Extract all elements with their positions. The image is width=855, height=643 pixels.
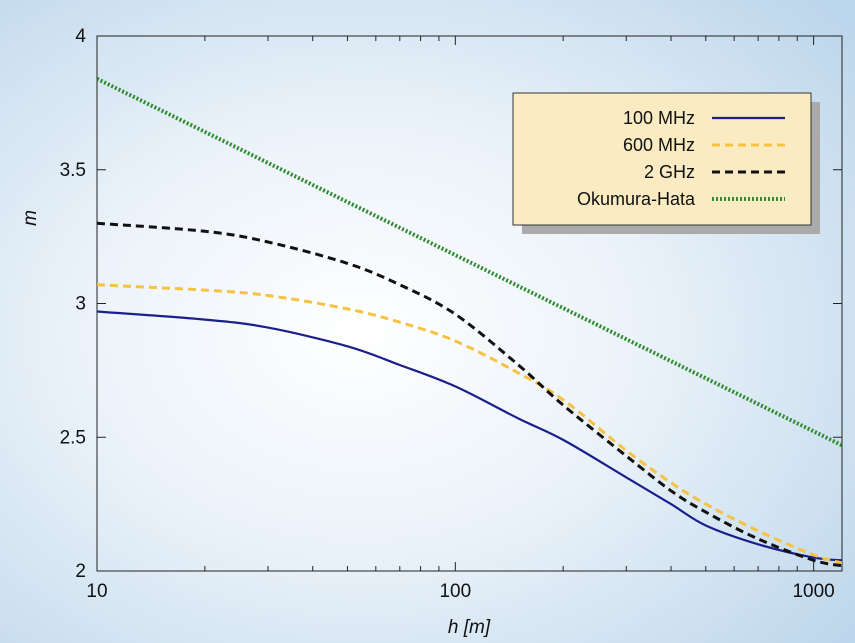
x-axis-label: h [m] xyxy=(448,617,491,638)
series-line-1 xyxy=(97,310,842,562)
legend-label: 2 GHz xyxy=(644,162,695,182)
legend-label: Okumura-Hata xyxy=(577,189,696,209)
y-axis-label: m xyxy=(20,210,41,226)
y-tick-label: 3 xyxy=(75,294,86,315)
legend-label: 100 MHz xyxy=(623,108,695,128)
series-group xyxy=(97,77,842,568)
legend-label: 600 MHz xyxy=(623,135,695,155)
series-line-3 xyxy=(97,221,842,568)
y-tick-label: 4 xyxy=(75,26,86,47)
legend: 100 MHz 600 MHz 2 GHz Okumura-Hata xyxy=(512,92,820,234)
y-tick-label: 2 xyxy=(75,561,86,582)
legend-box xyxy=(512,92,812,226)
x-tick-label: 10 xyxy=(86,581,107,602)
y-tick-label: 3.5 xyxy=(60,160,86,181)
x-tick-label: 100 xyxy=(439,581,471,602)
series-line-2 xyxy=(97,283,842,565)
legend-items: 100 MHz 600 MHz 2 GHz Okumura-Hata xyxy=(577,108,785,209)
y-tick-label: 2.5 xyxy=(60,427,86,448)
x-tick-label: 1000 xyxy=(792,581,834,602)
axis-ticks: 2 2.5 3 3.5 4 10 100 1000 xyxy=(60,26,842,602)
